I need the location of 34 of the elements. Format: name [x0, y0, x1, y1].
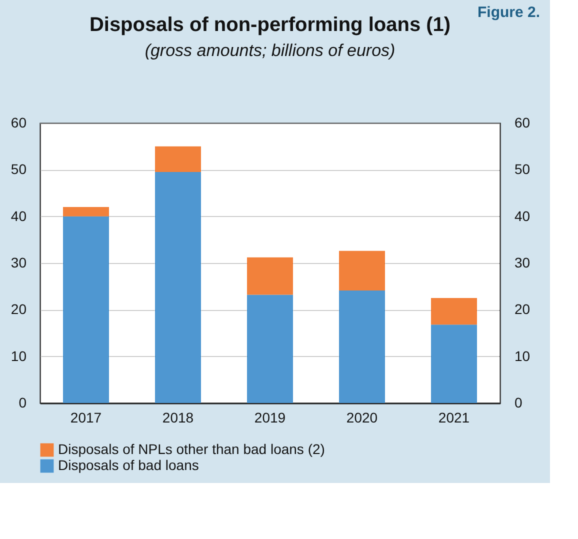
chart-subtitle: (gross amounts; billions of euros) — [144, 41, 396, 60]
y2-tick-label: 20 — [514, 301, 530, 318]
y2-tick-label: 60 — [514, 114, 530, 130]
bar — [431, 298, 477, 325]
y-tick-label: 50 — [10, 161, 27, 178]
y2-tick-label: 10 — [514, 348, 530, 364]
caption: Figure 2. — [477, 4, 540, 21]
x-tick-label: 2017 — [70, 410, 102, 426]
y-tick-label: 10 — [10, 348, 27, 364]
bar — [63, 207, 109, 216]
y-tick-label: 0 — [18, 394, 27, 410]
y2-tick-label: 40 — [514, 208, 530, 224]
legend-label: Disposals of NPLs other than bad loans (2) — [58, 441, 325, 457]
y-tick-label: 60 — [10, 114, 27, 130]
x-tick-label: 2018 — [162, 410, 194, 426]
bar — [155, 172, 201, 403]
y-tick-label: 30 — [10, 254, 27, 270]
y2-tick-label: 50 — [514, 161, 530, 178]
bar — [339, 290, 385, 403]
legend-label: Disposals of bad loans — [58, 457, 199, 473]
bar — [247, 257, 293, 295]
bar — [339, 250, 385, 291]
y-tick-label: 40 — [10, 208, 27, 224]
y2-tick-label: 30 — [514, 254, 530, 270]
y-tick-label: 20 — [10, 301, 27, 318]
chart-title: Disposals of non-performing loans (1) — [89, 14, 451, 36]
x-tick-label: 2019 — [254, 410, 286, 426]
bar — [63, 216, 109, 403]
bar — [155, 146, 201, 172]
y2-tick-label: 0 — [514, 394, 522, 410]
bar — [247, 294, 293, 403]
bar — [431, 324, 477, 403]
x-tick-label: 2021 — [438, 410, 470, 426]
x-tick-label: 2020 — [346, 410, 378, 426]
